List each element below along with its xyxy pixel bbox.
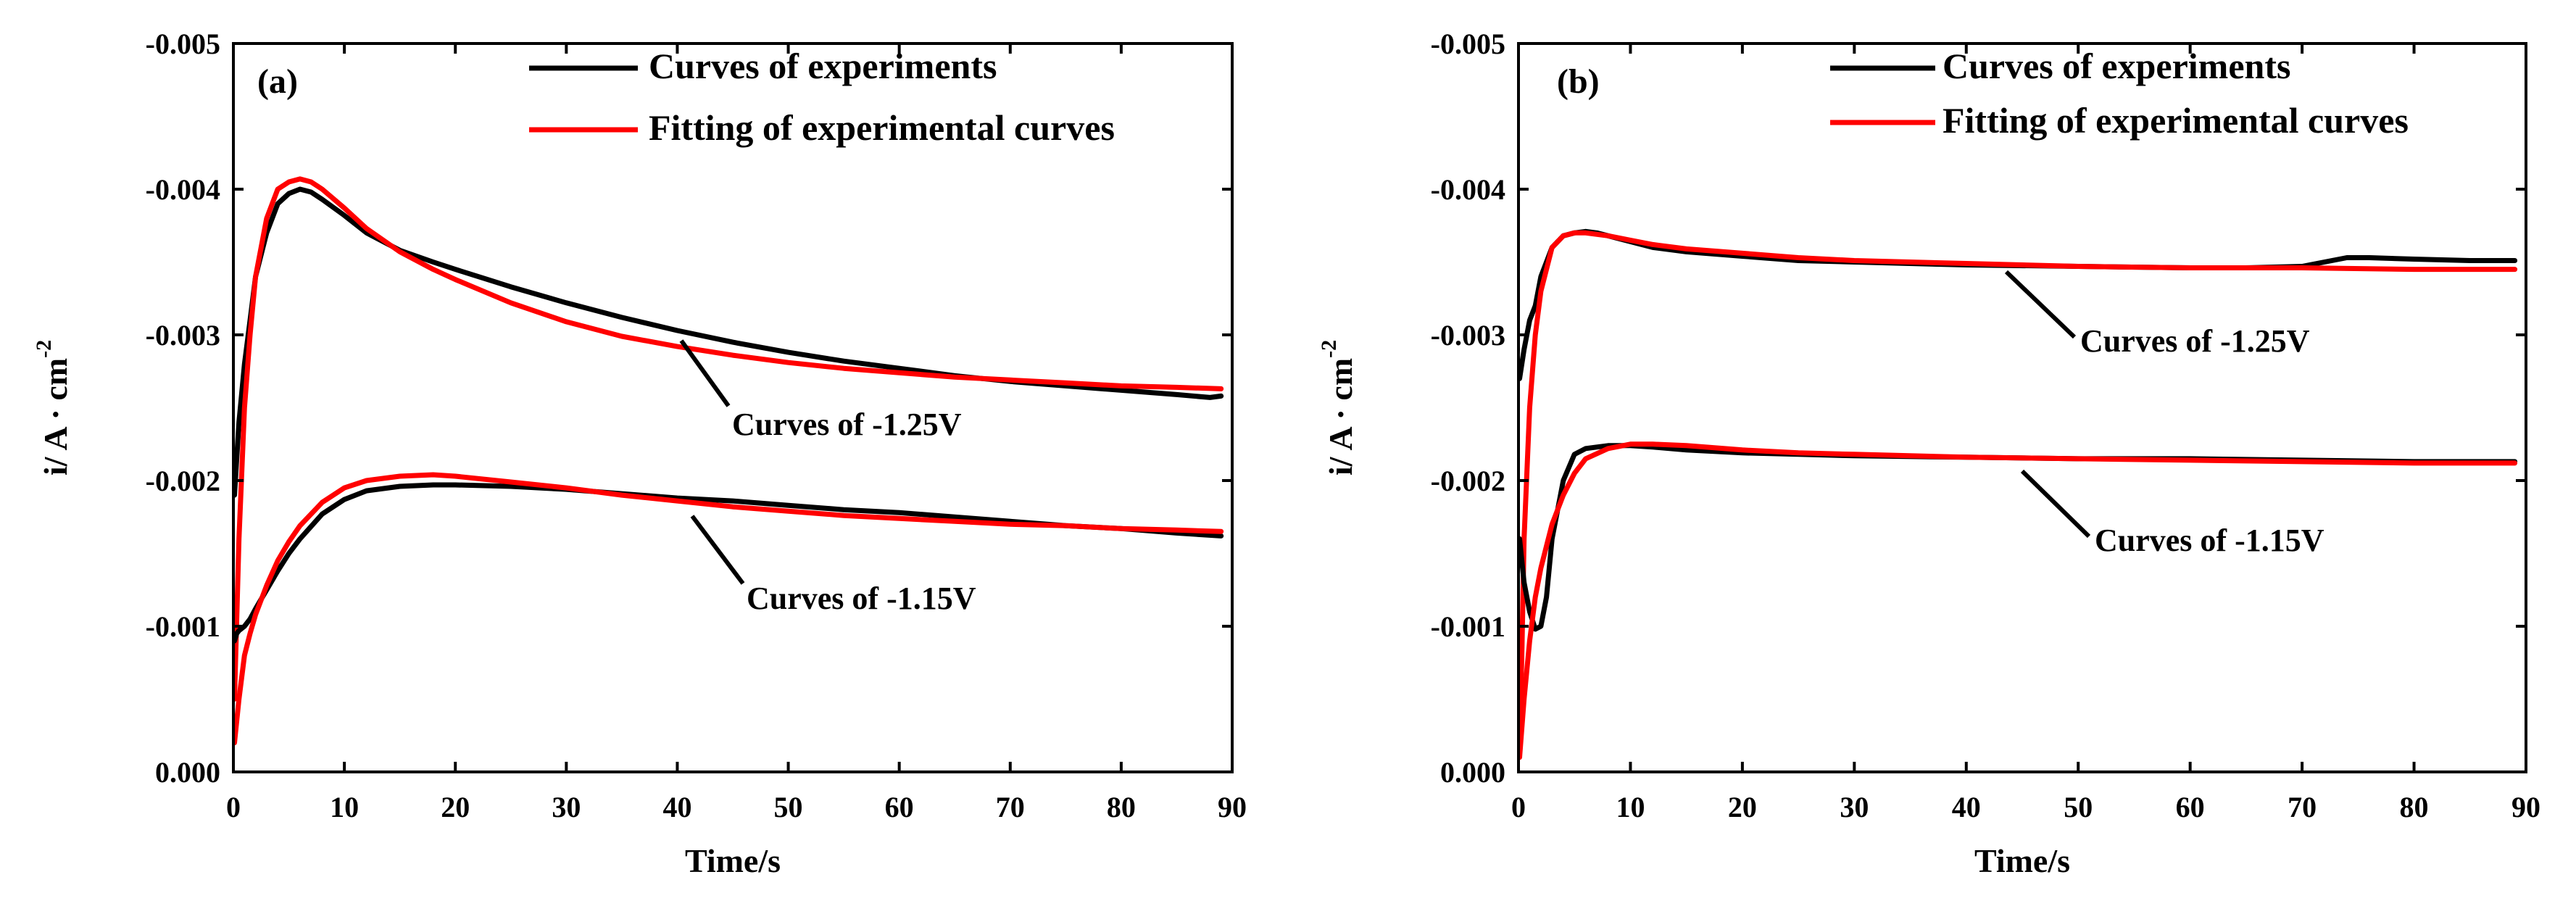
x-tick-label: 0 xyxy=(226,791,241,823)
annotation-label: Curves of -1.15V xyxy=(2095,523,2324,558)
x-tick-label: 20 xyxy=(1728,791,1757,823)
x-tick-label: 10 xyxy=(1616,791,1645,823)
series-line-3 xyxy=(1517,441,2518,760)
x-axis-label: Time/s xyxy=(685,842,781,879)
legend-label-experiments: Curves of experiments xyxy=(1943,46,2290,86)
y-tick-label: 0.000 xyxy=(1440,756,1505,789)
panel-a: 0 10 20 30 40 50 60 70 80 90 0.000 -0.001 -0.002 -0.0… xyxy=(32,28,1247,879)
y-tick-label: -0.002 xyxy=(146,465,220,497)
annotation-label: Curves of -1.15V xyxy=(747,581,976,616)
x-tick-label: 60 xyxy=(2176,791,2205,823)
y-tick-label: -0.004 xyxy=(146,173,220,206)
plot-frame xyxy=(232,42,1234,773)
y-tick-label: -0.003 xyxy=(146,319,220,352)
x-tick-label: 80 xyxy=(1107,791,1136,823)
y-tick-label: -0.004 xyxy=(1431,173,1505,206)
series-line-0 xyxy=(232,186,1224,498)
panel-label: (b) xyxy=(1557,62,1600,101)
annotation-leader xyxy=(2020,469,2091,539)
series-group xyxy=(1517,228,2518,760)
series-group xyxy=(232,176,1224,746)
series-line-1 xyxy=(1517,230,2518,746)
annotation-label: Curves of -1.25V xyxy=(732,407,962,442)
y-tick-label: -0.005 xyxy=(146,28,220,60)
annotation-label: Curves of -1.25V xyxy=(2080,323,2310,359)
x-tick-label: 40 xyxy=(662,791,691,823)
x-tick-label: 20 xyxy=(441,791,470,823)
x-tick-label: 70 xyxy=(996,791,1025,823)
series-line-0 xyxy=(1517,228,2518,381)
annotation-leader xyxy=(690,515,745,585)
y-tick-label: -0.002 xyxy=(1431,465,1505,497)
y-axis-label: i/ A · cm-2 xyxy=(1317,340,1359,475)
annotation-leader xyxy=(679,339,731,407)
y-axis-label: i/ A · cm-2 xyxy=(32,340,74,475)
x-tick-label: 90 xyxy=(2511,791,2540,823)
legend-label-experiments: Curves of experiments xyxy=(649,46,997,86)
series-line-1 xyxy=(232,176,1224,702)
y-tick-label: 0.000 xyxy=(155,756,220,789)
y-tick-label: -0.005 xyxy=(1431,28,1505,60)
panel-b: 0 10 20 30 40 50 60 70 80 90 0.000 -0.001 -0.002 -0.0… xyxy=(1317,28,2540,879)
x-tick-label: 30 xyxy=(552,791,581,823)
x-tick-label: 30 xyxy=(1840,791,1869,823)
x-tick-label: 70 xyxy=(2288,791,2317,823)
y-tick-label: -0.001 xyxy=(1431,610,1505,643)
series-line-2 xyxy=(1517,443,2518,632)
x-tick-label: 60 xyxy=(885,791,914,823)
x-axis-label: Time/s xyxy=(1974,842,2070,879)
x-tick-label: 40 xyxy=(1952,791,1981,823)
x-tick-label: 10 xyxy=(330,791,359,823)
panel-label: (a) xyxy=(257,62,298,101)
y-tick-label: -0.001 xyxy=(146,610,220,643)
x-tick-label: 0 xyxy=(1511,791,1526,823)
legend-label-fitting: Fitting of experimental curves xyxy=(1943,100,2409,141)
y-tick-label: -0.003 xyxy=(1431,319,1505,352)
legend-label-fitting: Fitting of experimental curves xyxy=(649,107,1115,148)
annotation-leader xyxy=(2004,270,2077,339)
x-tick-label: 50 xyxy=(2064,791,2093,823)
x-tick-label: 80 xyxy=(2400,791,2429,823)
x-tick-label: 50 xyxy=(774,791,803,823)
series-line-3 xyxy=(232,472,1224,746)
plot-frame xyxy=(1517,42,2527,773)
x-tick-label: 90 xyxy=(1218,791,1247,823)
